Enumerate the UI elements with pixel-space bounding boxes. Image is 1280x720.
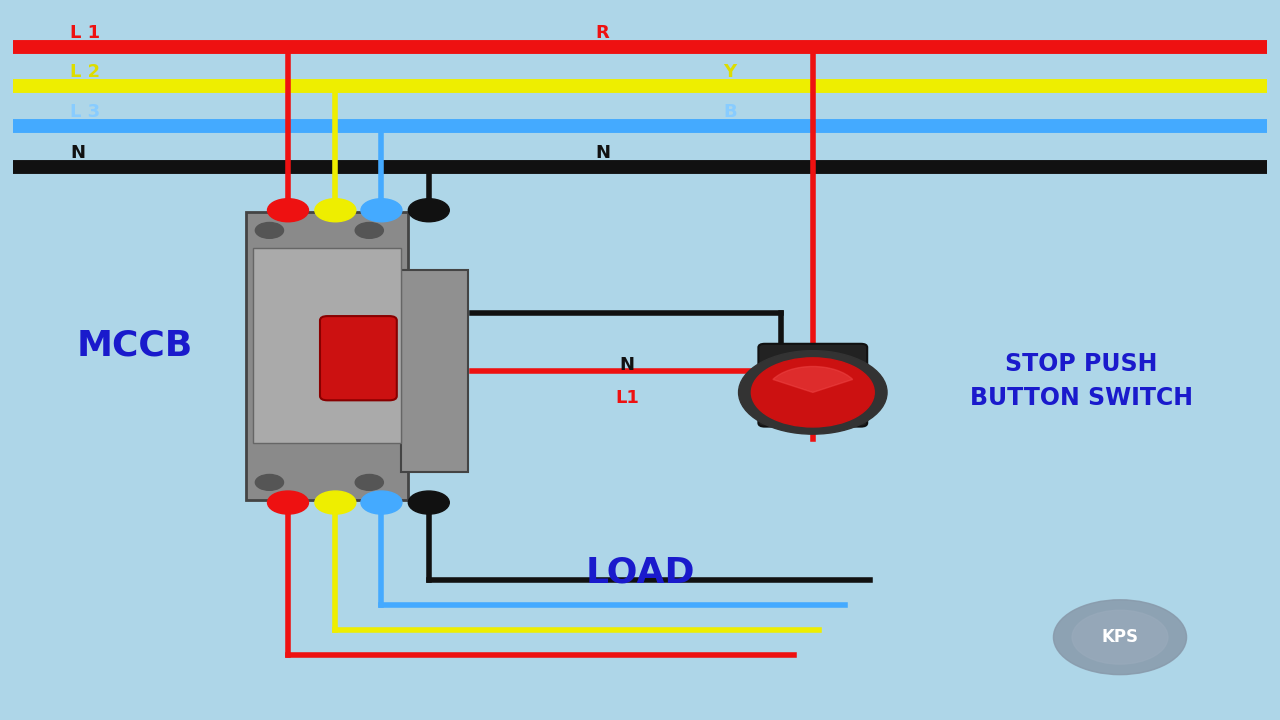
Wedge shape	[773, 366, 852, 392]
Text: KPS: KPS	[1102, 628, 1138, 647]
Circle shape	[315, 199, 356, 222]
Text: STOP PUSH: STOP PUSH	[1005, 351, 1158, 376]
Circle shape	[356, 222, 384, 238]
FancyBboxPatch shape	[253, 248, 402, 443]
Text: N: N	[70, 144, 86, 162]
Text: N: N	[620, 356, 635, 374]
Text: L1: L1	[616, 389, 639, 407]
Text: MCCB: MCCB	[77, 328, 192, 363]
Text: L 3: L 3	[70, 103, 101, 121]
Text: Y: Y	[723, 63, 736, 81]
Circle shape	[268, 199, 308, 222]
Circle shape	[361, 199, 402, 222]
Circle shape	[1073, 611, 1167, 664]
FancyBboxPatch shape	[759, 344, 868, 426]
FancyBboxPatch shape	[247, 212, 407, 500]
Text: R: R	[595, 24, 609, 42]
FancyBboxPatch shape	[402, 270, 468, 472]
Text: L 2: L 2	[70, 63, 101, 81]
Circle shape	[1053, 600, 1187, 675]
Circle shape	[268, 491, 308, 514]
Circle shape	[361, 491, 402, 514]
Circle shape	[315, 491, 356, 514]
Circle shape	[739, 351, 887, 434]
Text: BUTTON SWITCH: BUTTON SWITCH	[970, 386, 1193, 410]
Text: B: B	[723, 103, 737, 121]
Circle shape	[256, 222, 284, 238]
Circle shape	[408, 491, 449, 514]
Circle shape	[408, 199, 449, 222]
Text: N: N	[595, 144, 611, 162]
Circle shape	[751, 358, 874, 427]
FancyBboxPatch shape	[320, 316, 397, 400]
Circle shape	[356, 474, 384, 490]
Text: LOAD: LOAD	[585, 555, 695, 590]
Text: L 1: L 1	[70, 24, 101, 42]
Circle shape	[256, 474, 284, 490]
